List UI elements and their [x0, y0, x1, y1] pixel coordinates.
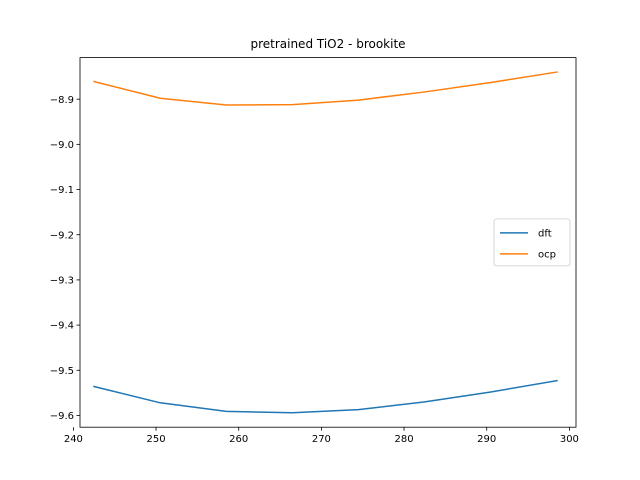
legend-label-dft: dft — [538, 229, 552, 240]
y-axis: −9.6 −9.5 −9.4 −9.3 −9.2 −9.1 −9.0 −8.9 — [50, 95, 80, 422]
x-tick-label: 290 — [477, 434, 496, 445]
y-tick-label: −9.0 — [50, 140, 74, 151]
y-tick-label: −9.5 — [50, 366, 74, 377]
y-tick-label: −9.3 — [50, 276, 74, 287]
series-layer — [93, 71, 558, 414]
x-axis: 240 250 260 270 280 290 300 — [64, 427, 579, 445]
y-tick-label: −9.1 — [50, 185, 74, 196]
x-tick-label: 240 — [64, 434, 83, 445]
plot-frame — [79, 57, 577, 428]
chart-title: pretrained TiO2 - brookite — [250, 37, 405, 51]
y-tick-label: −9.4 — [50, 321, 74, 332]
x-tick-label: 270 — [312, 434, 331, 445]
y-tick-label: −9.6 — [50, 411, 74, 422]
x-tick-label: 250 — [147, 434, 166, 445]
y-tick-label: −9.2 — [50, 230, 74, 241]
x-tick-label: 280 — [395, 434, 414, 445]
legend-label-ocp: ocp — [538, 250, 556, 261]
series-line-ocp — [93, 71, 558, 106]
legend: dft ocp — [493, 218, 571, 267]
x-tick-label: 260 — [229, 434, 248, 445]
series-line-dft — [93, 379, 558, 414]
legend-box — [493, 218, 571, 267]
y-tick-label: −8.9 — [50, 95, 74, 106]
x-tick-label: 300 — [560, 434, 579, 445]
